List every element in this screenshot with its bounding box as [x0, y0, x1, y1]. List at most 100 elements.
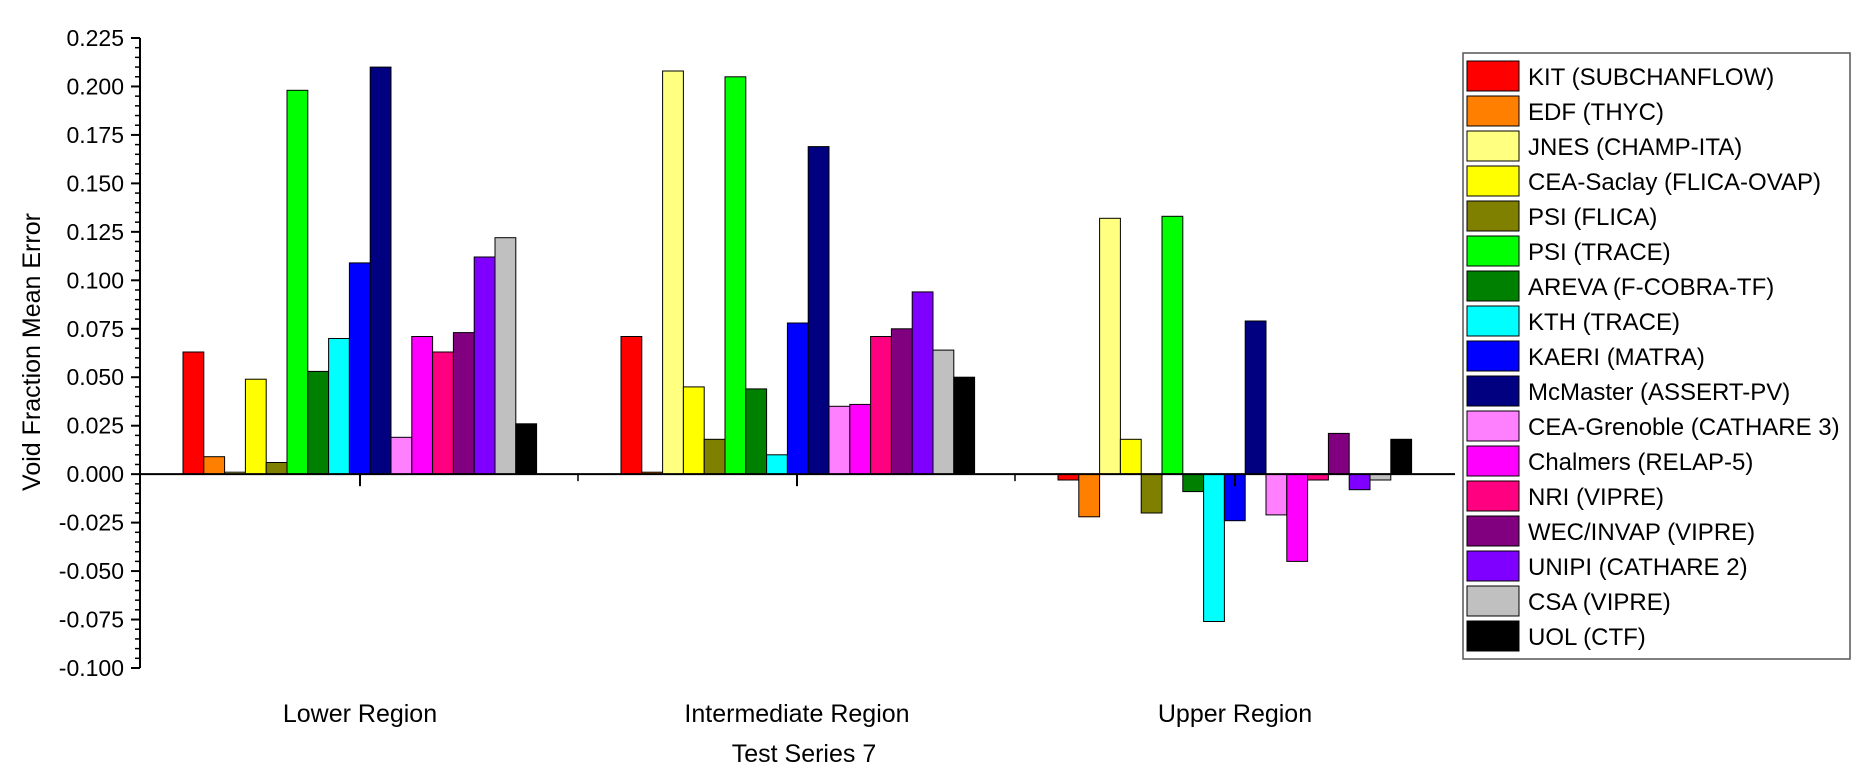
x-tick-label: Intermediate Region	[684, 700, 909, 728]
y-tick-label: 0.225	[66, 25, 124, 51]
legend-entry: JNES (CHAMP-ITA)	[1528, 134, 1742, 161]
legend-entry: McMaster (ASSERT-PV)	[1528, 379, 1790, 406]
legend-frame	[1462, 52, 1851, 660]
y-tick-label: -0.100	[59, 655, 124, 681]
legend-entry: CSA (VIPRE)	[1528, 589, 1671, 616]
legend-entry: UOL (CTF)	[1528, 624, 1646, 651]
legend-entry: AREVA (F-COBRA-TF)	[1528, 274, 1774, 301]
bar-1-8	[786, 322, 809, 475]
legend-entry: CEA-Grenoble (CATHARE 3)	[1528, 414, 1840, 441]
x-axis-label: Test Series 7	[732, 740, 877, 768]
bar-0-15	[494, 237, 517, 475]
bar-2-13	[1327, 432, 1350, 475]
bar-0-14	[473, 256, 496, 475]
bar-1-5	[724, 76, 747, 475]
bar-1-13	[890, 328, 913, 475]
bar-1-14	[911, 291, 934, 475]
y-tick-label: 0.200	[66, 73, 124, 99]
bar-1-6	[745, 388, 768, 475]
bar-1-10	[828, 405, 851, 475]
bar-0-11	[411, 336, 434, 475]
legend-swatch	[1466, 480, 1520, 512]
legend-swatch	[1466, 410, 1520, 442]
bar-1-12	[870, 336, 892, 475]
bar-0-5	[286, 89, 309, 475]
bar-0-4	[265, 462, 288, 475]
y-tick-label: 0.100	[66, 267, 124, 293]
bar-0-9	[369, 66, 392, 475]
bar-1-16	[953, 376, 976, 475]
bar-2-11	[1286, 473, 1309, 562]
bar-1-15	[932, 349, 955, 475]
legend-swatch	[1466, 270, 1520, 302]
legend-swatch	[1466, 60, 1520, 92]
bar-1-11	[849, 403, 872, 475]
bar-2-4	[1140, 473, 1163, 514]
legend-swatch	[1466, 200, 1520, 232]
bar-0-8	[348, 262, 371, 475]
y-tick-label: -0.050	[59, 558, 124, 584]
y-tick-label: 0.175	[66, 122, 124, 148]
y-axis-ticks: -0.100 -0.075 -0.050 -0.025 0.000 0.025 0.050 0…	[59, 25, 140, 681]
legend-swatch	[1466, 235, 1520, 267]
legend-swatch	[1466, 515, 1520, 547]
bar-2-6	[1182, 473, 1205, 493]
legend-entry: Chalmers (RELAP-5)	[1528, 449, 1753, 476]
bar-2-7	[1203, 473, 1225, 623]
bar-0-6	[307, 370, 330, 475]
legend-entry: KAERI (MATRA)	[1528, 344, 1705, 371]
legend-swatch	[1466, 550, 1520, 582]
legend-swatch	[1466, 375, 1520, 407]
bar-0-16	[515, 423, 538, 475]
legend-entry: CEA-Saclay (FLICA-OVAP)	[1528, 169, 1821, 196]
bar-2-16	[1390, 438, 1413, 475]
y-tick-label: 0.075	[66, 316, 124, 342]
bar-2-3	[1119, 438, 1142, 475]
y-tick-label: 0.025	[66, 413, 124, 439]
bar-0-13	[452, 332, 475, 475]
legend-swatch	[1466, 305, 1520, 337]
legend-entry: WEC/INVAP (VIPRE)	[1528, 519, 1755, 546]
y-tick-label: 0.150	[66, 170, 124, 196]
x-tick-label: Lower Region	[283, 700, 437, 728]
bar-2-5	[1161, 215, 1184, 475]
bar-2-14	[1348, 473, 1371, 491]
bar-0-1	[203, 456, 226, 475]
y-tick-label: 0.050	[66, 364, 124, 390]
bar-1-0	[620, 336, 643, 475]
bars-layer	[182, 66, 1413, 623]
bar-2-2	[1099, 217, 1121, 475]
bar-2-10	[1265, 473, 1288, 516]
bar-1-7	[766, 454, 788, 475]
y-axis-label: Void Fraction Mean Error	[18, 213, 46, 491]
y-tick-label: -0.075	[59, 607, 124, 633]
y-tick-label: -0.025	[59, 510, 124, 536]
legend-entry: EDF (THYC)	[1528, 99, 1664, 126]
bar-0-3	[244, 378, 267, 475]
legend-swatch	[1466, 445, 1520, 477]
legend-entry: PSI (FLICA)	[1528, 204, 1657, 231]
legend-swatch	[1466, 130, 1520, 162]
legend-swatch	[1466, 585, 1520, 617]
x-tick-label: Upper Region	[1158, 700, 1312, 728]
bar-1-3	[682, 386, 705, 475]
y-tick-label: 0.000	[66, 461, 124, 487]
legend-swatch	[1466, 340, 1520, 372]
bar-1-9	[807, 146, 830, 475]
x-axis-ticks: Lower Region Intermediate Region Upper Reg…	[283, 474, 1312, 728]
legend-swatch	[1466, 95, 1520, 127]
legend-entry: KTH (TRACE)	[1528, 309, 1680, 336]
legend: KIT (SUBCHANFLOW) EDF (THYC) JNES (CHAMP-I…	[1462, 52, 1851, 660]
bar-1-2	[662, 70, 684, 475]
legend-swatch	[1466, 620, 1520, 652]
bar-1-4	[703, 438, 726, 475]
y-tick-label: 0.125	[66, 219, 124, 245]
legend-entry: PSI (TRACE)	[1528, 239, 1671, 266]
bar-0-10	[390, 436, 413, 475]
bar-0-7	[328, 338, 350, 475]
bar-0-12	[432, 351, 454, 475]
bar-0-0	[182, 351, 205, 475]
bar-2-1	[1078, 473, 1101, 518]
legend-entry: NRI (VIPRE)	[1528, 484, 1664, 511]
